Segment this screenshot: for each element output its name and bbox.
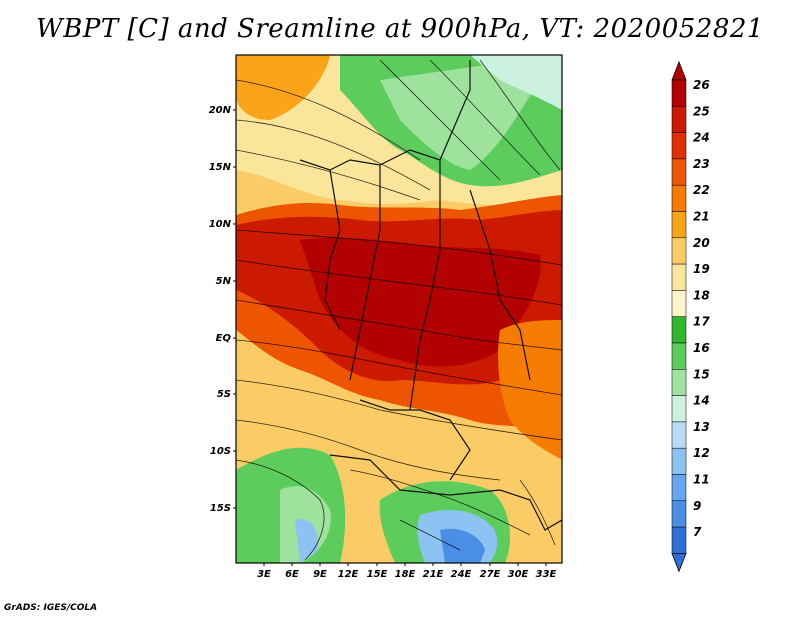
- lat-tick-label: 10S: [210, 446, 231, 457]
- lat-tick-label: EQ: [216, 333, 232, 344]
- lon-tick-label: 9E: [313, 569, 327, 580]
- colorbar-segment: [671, 237, 687, 265]
- lat-tick-label: 15N: [209, 162, 232, 173]
- colorbar-segment: [671, 184, 687, 212]
- colorbar-label: 15: [693, 367, 710, 381]
- colorbar-bottom-arrow: [671, 553, 687, 573]
- colorbar-label: 18: [693, 288, 710, 302]
- colorbar-label: 11: [693, 473, 710, 487]
- colorbar-label: 9: [693, 499, 701, 513]
- colorbar-segment: [671, 421, 687, 449]
- lon-tick-label: 3E: [257, 569, 271, 580]
- lat-tick-label: 5N: [216, 276, 232, 287]
- colorbar-label: 12: [693, 446, 710, 460]
- lat-tick-label: 15S: [210, 503, 231, 514]
- wbpt-field: [236, 55, 562, 563]
- colorbar-segment: [671, 316, 687, 344]
- colorbar-label: 14: [693, 394, 710, 408]
- lat-tick-label: 20N: [209, 105, 232, 116]
- colorbar-segment: [671, 211, 687, 239]
- lon-tick-label: 15E: [367, 569, 388, 580]
- colorbar-segment: [671, 342, 687, 370]
- lon-tick-label: 30E: [508, 569, 529, 580]
- colorbar-segment: [671, 79, 687, 107]
- colorbar-segment: [671, 158, 687, 186]
- map-frame: [235, 54, 563, 564]
- lon-tick-label: 24E: [451, 569, 472, 580]
- colorbar-top-arrow: [671, 60, 687, 81]
- chart-title: WBPT [C] and Sreamline at 900hPa, VT: 20…: [36, 14, 764, 44]
- lon-tick-label: 12E: [338, 569, 359, 580]
- colorbar-label: 25: [693, 104, 710, 118]
- colorbar-segment: [671, 290, 687, 317]
- colorbar-segment: [671, 263, 687, 291]
- lon-tick-label: 18E: [395, 569, 416, 580]
- grads-credit: GrADS: IGES/COLA: [4, 603, 98, 613]
- colorbar-label: 21: [693, 210, 710, 224]
- lon-tick-label: 27E: [480, 569, 501, 580]
- lon-tick-label: 6E: [285, 569, 299, 580]
- colorbar-segment: [671, 526, 687, 554]
- lat-axis: 20N 15N 10N 5N EQ 5S 10S 15S: [209, 105, 236, 514]
- colorbar-label: 22: [693, 183, 710, 197]
- colorbar-label: 20: [693, 236, 710, 250]
- colorbar-segment: [671, 500, 687, 528]
- colorbar-segment: [671, 395, 687, 423]
- colorbar-label: 26: [693, 78, 710, 92]
- colorbar-label: 7: [693, 525, 702, 539]
- colorbar: 26 25 24 23 22 21 20 19 18 17 16 15 14 13 12 11 9 7: [671, 60, 710, 573]
- lon-tick-label: 33E: [536, 569, 557, 580]
- lat-tick-label: 10N: [209, 219, 232, 230]
- colorbar-segment: [671, 132, 687, 160]
- colorbar-segment: [671, 474, 687, 502]
- colorbar-label: 16: [693, 341, 710, 355]
- colorbar-label: 23: [693, 157, 710, 171]
- lat-tick-label: 5S: [217, 389, 231, 400]
- colorbar-segment: [671, 447, 687, 475]
- colorbar-label: 19: [693, 262, 710, 276]
- lon-axis: 3E 6E 9E 12E 15E 18E 21E 24E 27E 30E 33E: [257, 563, 557, 580]
- colorbar-segment: [671, 106, 687, 133]
- colorbar-label: 24: [693, 131, 710, 145]
- colorbar-label: 13: [693, 420, 710, 434]
- colorbar-segment: [671, 369, 687, 396]
- lon-tick-label: 21E: [423, 569, 444, 580]
- colorbar-label: 17: [693, 315, 710, 329]
